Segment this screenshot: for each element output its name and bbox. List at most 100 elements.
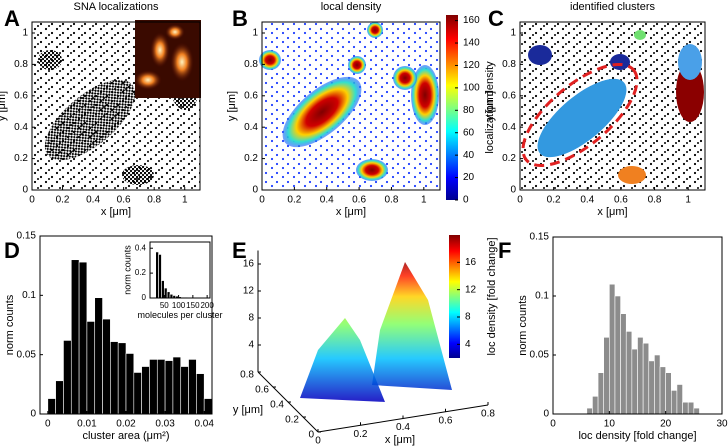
y-tick-label: 0.4 [14, 122, 28, 133]
x-tick-label: 0.2 [547, 195, 561, 206]
x-tick-label: 1 [421, 195, 427, 206]
x-axis-label: x [μm] [385, 434, 415, 446]
panel-title: SNA localizations [74, 1, 159, 13]
colorbar [449, 235, 460, 358]
colorbar-tick-label: 16 [465, 257, 477, 268]
x-tick-label: 0.8 [481, 409, 495, 420]
bar [203, 398, 213, 415]
x-tick-label: 0 [259, 195, 265, 206]
bar [625, 331, 633, 415]
panel-letter: C [488, 6, 504, 31]
x-tick-label: 150 [186, 301, 200, 310]
bar [609, 283, 616, 415]
bar [149, 359, 158, 415]
y-tick-label: 0 [252, 185, 258, 196]
y-axis-label: y [μm] [484, 91, 496, 121]
bar [110, 341, 119, 415]
x-tick-label: 100 [172, 301, 186, 310]
bar [125, 353, 135, 415]
x-tick-label: 0.01 [77, 419, 97, 430]
bar [63, 340, 72, 415]
y-tick-label: 0.15 [530, 232, 550, 243]
x-tick-label: 0.6 [117, 195, 131, 206]
bar [693, 407, 700, 415]
y-tick-label: 0.6 [244, 90, 258, 101]
cluster-cloud [520, 22, 705, 190]
plot-frame [31, 21, 201, 191]
y-tick-label: 0.4 [244, 122, 258, 133]
y-tick-label: 1 [252, 28, 258, 39]
bar [687, 401, 695, 415]
bar [603, 336, 610, 415]
z-tick-label: 4 [248, 340, 254, 351]
colorbar-tick-label: 20 [463, 172, 475, 183]
x-tick-label: 1 [182, 195, 188, 206]
y-axis-label: norm counts [4, 294, 16, 355]
colorbar-tick-label: 100 [463, 83, 480, 94]
colorbar-tick-label: 8 [465, 312, 471, 323]
x-tick-label: 0.6 [439, 415, 453, 426]
colorbar-label: loc density [fold change] [486, 237, 498, 355]
y-tick-label: 0.2 [135, 268, 147, 277]
bar [166, 291, 171, 299]
plot-frame [519, 21, 706, 191]
plot-frame [261, 21, 441, 191]
colorbar-tick-label: 40 [463, 150, 475, 161]
bar [86, 321, 96, 415]
y-tick-label: 0.15 [17, 231, 37, 242]
colorbar-tick-label: 12 [465, 284, 477, 295]
bar [55, 380, 64, 415]
y-axis-label: y [μm] [226, 91, 238, 121]
y-axis-label: y [μm] [0, 91, 8, 121]
y-axis-label: norm counts [122, 245, 132, 295]
y-tick-label: 0 [543, 409, 549, 420]
bar [659, 366, 666, 415]
x-tick-label: 0 [517, 195, 523, 206]
x-tick-label: 30 [716, 419, 728, 430]
x-tick-label: 0.4 [396, 422, 410, 433]
y-tick-label: 0.4 [502, 122, 516, 133]
y-tick-label: 0 [142, 293, 147, 302]
x-tick-label: 0.04 [194, 419, 214, 430]
bar [164, 360, 174, 415]
x-axis-label: cluster area (μm²) [82, 430, 169, 442]
x-tick-label: 0.4 [320, 195, 334, 206]
panel-letter: D [4, 238, 20, 263]
y-tick-label: 0.1 [22, 290, 36, 301]
colorbar-tick-label: 160 [463, 15, 480, 26]
z-tick-label: 8 [248, 313, 254, 324]
bar [172, 356, 182, 415]
panel-letter: E [232, 238, 247, 263]
localization-cloud [32, 20, 201, 190]
y-tick-label: 0.8 [244, 59, 258, 70]
bar [620, 313, 627, 415]
panel-letter: A [4, 6, 20, 31]
x-axis-label: x [μm] [597, 206, 627, 218]
colorbar-tick-label: 0 [463, 195, 469, 206]
bar [180, 366, 189, 415]
bar [196, 373, 205, 415]
bar [102, 318, 111, 415]
y-tick-label: 0.8 [502, 59, 516, 70]
z-tick-label: 12 [243, 286, 255, 297]
colorbar [446, 15, 458, 200]
colorbar-label: localization density [484, 61, 496, 154]
x-tick-label: 0.8 [147, 195, 161, 206]
bar [665, 372, 672, 415]
y-tick-label: 0.2 [502, 153, 516, 164]
plot-frame [149, 241, 211, 299]
x-tick-label: 10 [604, 419, 616, 430]
x-axis-label: x [μm] [101, 206, 131, 218]
bar [47, 398, 56, 415]
x-axis-label: molecules per cluster [137, 310, 222, 320]
bar [682, 401, 689, 415]
y-tick-label: 0 [308, 430, 314, 441]
x-tick-label: 0 [550, 419, 556, 430]
panel-title: identified clusters [570, 1, 655, 13]
y-tick-label: 0.05 [17, 349, 37, 360]
panel-letter: F [498, 238, 511, 263]
y-axis-label: norm counts [517, 295, 529, 356]
bar [631, 348, 638, 415]
z-tick-label: 16 [243, 259, 255, 270]
density-3d-cloud [300, 262, 452, 402]
